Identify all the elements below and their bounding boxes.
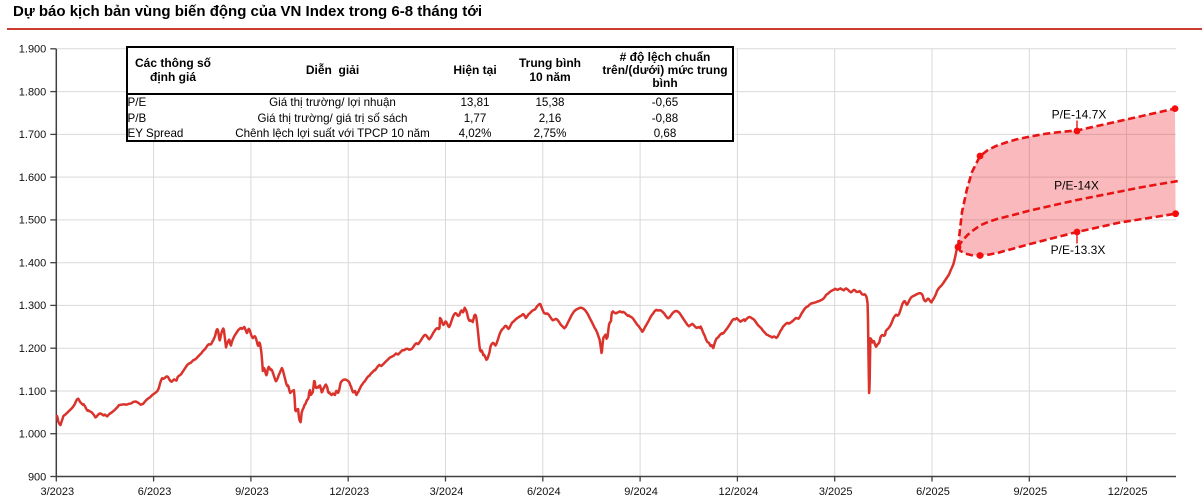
- svg-text:1.600: 1.600: [19, 172, 47, 184]
- svg-text:6/2025: 6/2025: [916, 486, 950, 498]
- svg-text:900: 900: [28, 471, 46, 483]
- svg-text:P/E-14.7X: P/E-14.7X: [1052, 108, 1107, 122]
- svg-text:3/2025: 3/2025: [819, 486, 853, 498]
- svg-text:P/E-13.3X: P/E-13.3X: [1051, 243, 1106, 257]
- svg-text:3/2024: 3/2024: [430, 486, 464, 498]
- svg-text:9/2024: 9/2024: [624, 486, 658, 498]
- svg-text:P/E-14X: P/E-14X: [1054, 179, 1099, 193]
- svg-text:1.100: 1.100: [19, 386, 47, 398]
- svg-text:6/2023: 6/2023: [138, 486, 172, 498]
- svg-text:6/2024: 6/2024: [527, 486, 561, 498]
- svg-text:12/2025: 12/2025: [1108, 486, 1148, 498]
- svg-text:12/2024: 12/2024: [719, 486, 759, 498]
- svg-text:1.000: 1.000: [19, 429, 47, 441]
- svg-text:9/2025: 9/2025: [1013, 486, 1047, 498]
- svg-text:9/2023: 9/2023: [235, 486, 269, 498]
- svg-text:1.500: 1.500: [19, 215, 47, 227]
- svg-text:1.400: 1.400: [19, 258, 47, 270]
- svg-text:1.700: 1.700: [19, 129, 47, 141]
- svg-text:12/2023: 12/2023: [329, 486, 369, 498]
- svg-text:1.900: 1.900: [19, 44, 47, 56]
- svg-text:1.300: 1.300: [19, 300, 47, 312]
- svg-text:3/2023: 3/2023: [40, 486, 74, 498]
- svg-text:1.200: 1.200: [19, 343, 47, 355]
- svg-text:1.800: 1.800: [19, 86, 47, 98]
